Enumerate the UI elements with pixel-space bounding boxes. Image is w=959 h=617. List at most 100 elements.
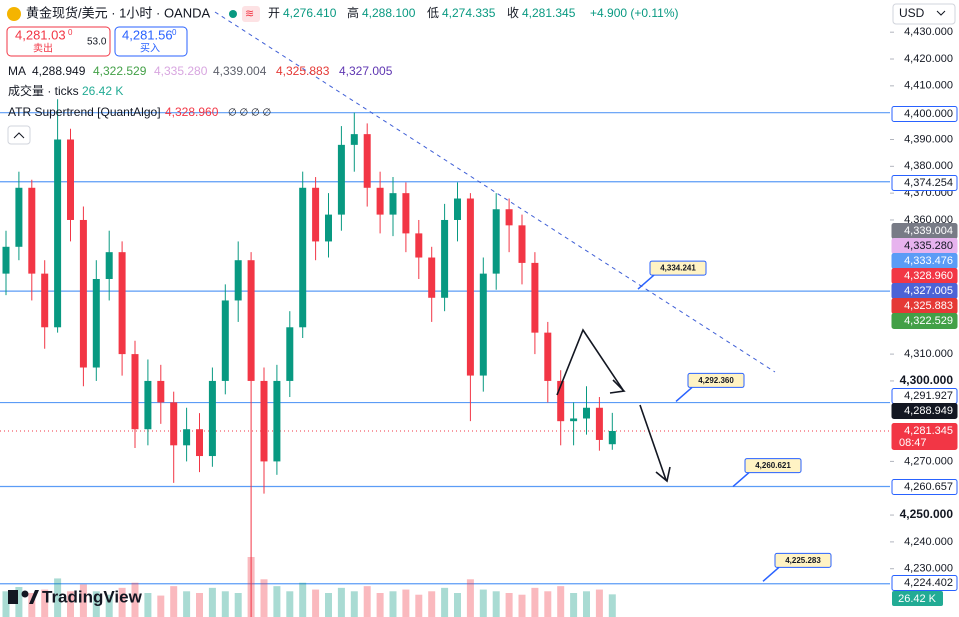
time-label: 08:47 — [899, 437, 927, 449]
callout-pointer — [762, 566, 780, 582]
candle-body — [531, 262, 539, 333]
y-tick-label: 4,390.000 — [904, 133, 953, 145]
ma-value: 4,322.529 — [93, 64, 147, 78]
volume-bar — [79, 584, 87, 617]
candle-body — [479, 273, 487, 376]
callout-pointer — [732, 472, 750, 488]
ohlc-value: 4,276.410 — [283, 6, 337, 20]
ohlc-key: 收 — [507, 6, 519, 20]
candle-body — [441, 219, 449, 298]
price-axis: 4,430.000 4,420.000 4,410.000 4,390.000 4,38… — [890, 26, 958, 606]
candle-body — [299, 187, 307, 328]
volume-bar — [105, 594, 113, 617]
y-tick-label: 4,240.000 — [904, 536, 953, 548]
price-label: 4,335.280 — [904, 240, 953, 252]
callout-box — [774, 552, 832, 568]
volume-bar — [118, 587, 126, 617]
callout-pointer — [637, 274, 655, 290]
candle-body — [54, 139, 62, 328]
volume-bar — [595, 589, 603, 617]
callout-box — [744, 458, 802, 474]
candle-body — [325, 214, 332, 242]
volume-bar — [350, 591, 358, 617]
sell-button[interactable] — [6, 26, 111, 57]
arrow-head — [655, 466, 671, 483]
volume-axis-label: 26.42 K — [898, 593, 937, 605]
y-tick-label: 4,250.000 — [900, 507, 954, 521]
candle-body — [583, 407, 590, 419]
atr-value: 4,328.960 — [165, 105, 219, 119]
candle-body — [595, 407, 603, 440]
candle-body — [544, 332, 552, 381]
candle-body — [221, 300, 229, 381]
callout-label: 4,260.621 — [755, 461, 791, 470]
ohlc-key: 开 — [268, 6, 280, 20]
price-label-box — [891, 479, 958, 495]
candle-body — [79, 219, 87, 368]
candle-body — [505, 209, 513, 226]
collapse-button[interactable] — [7, 125, 31, 145]
candle-body — [131, 354, 139, 430]
currency-select[interactable] — [892, 3, 956, 25]
callout-label: 4,334.241 — [660, 264, 696, 273]
candle-body — [608, 430, 616, 445]
sell-price: 4,281.03 — [15, 27, 66, 42]
chevron — [936, 10, 946, 16]
atr-icons: ∅ ∅ ∅ ∅ — [228, 108, 271, 119]
volume-bar — [492, 591, 500, 617]
volume-bar — [157, 595, 165, 617]
volume-label: 成交量 · ticks — [8, 83, 79, 98]
price-label: 4,325.883 — [904, 300, 953, 312]
price-label: 4,281.345 — [904, 425, 953, 437]
ma-value: 4,327.005 — [339, 64, 393, 78]
volume-bar — [131, 582, 139, 617]
volume-bar — [402, 589, 410, 617]
volume-bar — [208, 587, 216, 617]
volume-bar — [376, 593, 384, 617]
volume-bar — [170, 586, 178, 617]
y-tick-label: 4,310.000 — [904, 348, 953, 360]
price-label-box — [891, 175, 958, 191]
volume-bar — [28, 593, 36, 617]
price-label: 4,400.000 — [904, 108, 953, 120]
candle-body — [337, 144, 345, 215]
volume-bar — [260, 579, 268, 617]
volume-bar — [325, 593, 332, 617]
ma-label: MA — [8, 64, 26, 78]
candle-body — [376, 187, 384, 215]
buy-button[interactable] — [114, 26, 188, 57]
price-label: 4,288.949 — [904, 405, 953, 417]
logo-mark — [29, 590, 39, 604]
candle-body — [247, 260, 255, 381]
volume-bar — [583, 591, 590, 617]
flag-glyph: ≋ — [245, 8, 254, 20]
volume-bar — [15, 587, 23, 617]
volume-bar — [183, 591, 191, 617]
ohlc-value: 4,288.100 — [362, 6, 416, 20]
y-tick-label: 4,410.000 — [904, 80, 953, 92]
candle-body — [183, 429, 191, 446]
price-label-box — [891, 403, 958, 419]
y-tick-label: 4,430.000 — [904, 26, 953, 38]
arrow-path — [639, 404, 667, 481]
y-tick-label: 4,360.000 — [904, 214, 953, 226]
change: +4.900 (+0.11%) — [590, 6, 679, 20]
volume-bar — [363, 586, 371, 617]
ohlc-value: 4,274.335 — [442, 6, 496, 20]
price-label: 4,333.476 — [904, 255, 953, 267]
ma-value: 4,325.883 — [276, 64, 330, 78]
y-tick-label: 4,420.000 — [904, 53, 953, 65]
price-label: 4,328.960 — [904, 270, 953, 282]
candle-body — [350, 134, 358, 145]
volume-bar — [41, 589, 49, 617]
candle-body — [454, 198, 461, 220]
candle-body — [428, 257, 436, 298]
callout-box — [687, 372, 745, 388]
candle-body — [67, 139, 74, 220]
volume-bar — [286, 591, 294, 617]
flag-icon[interactable] — [242, 6, 260, 22]
candle-body — [105, 252, 113, 279]
price-label-box — [891, 423, 958, 450]
volume-bar — [466, 579, 474, 617]
